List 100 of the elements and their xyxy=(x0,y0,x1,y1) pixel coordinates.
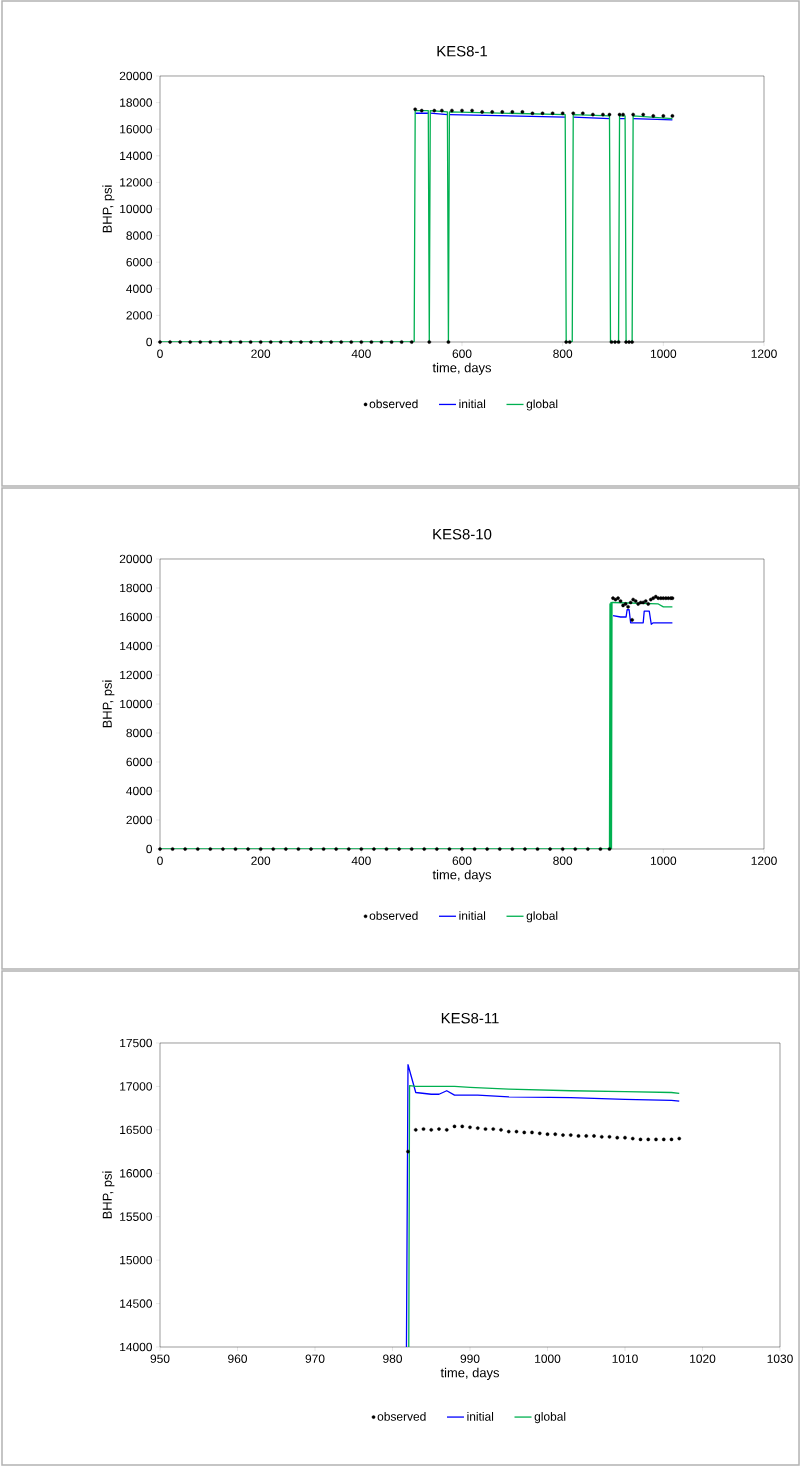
point xyxy=(568,1133,573,1137)
point xyxy=(623,1135,627,1140)
point xyxy=(468,1125,472,1130)
legend-label: initial xyxy=(467,1411,494,1421)
point xyxy=(406,1149,410,1154)
point xyxy=(499,1128,503,1132)
y-tick-label: 10000 xyxy=(120,699,153,709)
point xyxy=(421,1127,426,1131)
point xyxy=(661,1137,666,1142)
point xyxy=(615,1135,620,1140)
legend-label: observed xyxy=(377,1411,426,1421)
x-tick-label: 970 xyxy=(305,1354,325,1363)
legend-label: initial xyxy=(459,399,486,409)
y-tick-label: 18000 xyxy=(120,98,153,107)
x-tick-label: 990 xyxy=(460,1354,480,1363)
point xyxy=(561,1133,565,1137)
x-tick-label: 0 xyxy=(157,349,163,358)
x-tick-label: 200 xyxy=(251,349,271,358)
legend-label: initial xyxy=(459,911,486,920)
y-tick-label: 18000 xyxy=(120,583,153,593)
y-tick-label: 2000 xyxy=(126,311,153,320)
x-tick-label: 800 xyxy=(553,349,573,358)
point xyxy=(584,1134,589,1138)
x-tick-label: 0 xyxy=(157,856,163,865)
y-tick-label: 10000 xyxy=(120,204,153,214)
point xyxy=(654,1137,658,1142)
x-tick-label: 950 xyxy=(150,1354,170,1363)
point xyxy=(607,1135,612,1139)
x-tick-label: 800 xyxy=(553,856,573,865)
point xyxy=(576,1134,581,1138)
y-tick-label: 12000 xyxy=(120,670,153,680)
x-tick-label: 1020 xyxy=(690,1354,716,1363)
y-tick-label: 14500 xyxy=(120,1299,153,1308)
y-tick-label: 4000 xyxy=(126,786,153,796)
point xyxy=(677,1136,682,1141)
y-tick-label: 16000 xyxy=(120,1169,153,1178)
point xyxy=(413,1128,418,1132)
point xyxy=(669,1137,674,1142)
y-tick-label: 2000 xyxy=(126,815,153,825)
y-axis-title: BHP, psi xyxy=(102,185,115,233)
y-tick-label: 17500 xyxy=(120,1038,153,1048)
point xyxy=(630,1136,635,1141)
x-axis-title: time, days xyxy=(432,362,492,375)
x-tick-label: 1030 xyxy=(767,1354,793,1363)
y-tick-label: 6000 xyxy=(126,757,153,767)
point xyxy=(514,1129,519,1134)
x-tick-label: 600 xyxy=(452,856,472,865)
point xyxy=(592,1134,596,1138)
y-axis-title: BHP, psi xyxy=(102,680,115,728)
y-tick-label: 20000 xyxy=(119,554,153,564)
x-tick-label: 1010 xyxy=(612,1354,638,1363)
y-tick-label: 12000 xyxy=(120,178,153,187)
x-tick-label: 960 xyxy=(228,1354,248,1363)
y-tick-label: 16500 xyxy=(120,1125,153,1135)
x-tick-label: 1000 xyxy=(650,349,677,358)
x-tick-label: 200 xyxy=(251,856,271,865)
chart-title: KES8-11 xyxy=(441,1012,499,1024)
y-tick-label: 6000 xyxy=(126,257,153,267)
point xyxy=(638,1137,643,1142)
point xyxy=(429,1128,434,1132)
chart-title: KES8-10 xyxy=(433,528,492,540)
point xyxy=(460,1124,465,1129)
y-tick-label: 0 xyxy=(146,337,153,347)
legend-label: global xyxy=(526,911,558,923)
y-tick-label: 17000 xyxy=(120,1082,153,1091)
point xyxy=(483,1127,488,1131)
x-tick-label: 1000 xyxy=(650,856,677,865)
point xyxy=(491,1127,496,1131)
y-tick-label: 14000 xyxy=(120,151,153,161)
point xyxy=(553,1132,558,1136)
point xyxy=(545,1132,550,1136)
point xyxy=(599,1135,604,1139)
point xyxy=(522,1130,527,1135)
y-tick-label: 15000 xyxy=(120,1255,153,1265)
x-tick-label: 1200 xyxy=(751,856,777,865)
legend-label: observed xyxy=(369,911,418,920)
x-tick-label: 600 xyxy=(452,349,472,358)
legend-label: global xyxy=(526,399,558,411)
point xyxy=(506,1129,511,1134)
y-tick-label: 15500 xyxy=(120,1212,153,1221)
y-tick-label: 20000 xyxy=(119,71,153,81)
point xyxy=(530,1130,534,1135)
point xyxy=(537,1131,542,1136)
y-tick-label: 8000 xyxy=(126,728,153,738)
x-tick-label: 1000 xyxy=(535,1354,561,1363)
point xyxy=(437,1127,441,1131)
point xyxy=(452,1124,457,1129)
x-axis-title: time, days xyxy=(440,1367,500,1380)
x-tick-label: 1200 xyxy=(751,349,777,358)
x-tick-label: 400 xyxy=(351,856,371,865)
y-tick-label: 16000 xyxy=(120,124,153,134)
point xyxy=(475,1126,480,1130)
legend-label: observed xyxy=(369,399,418,409)
x-axis-title: time, days xyxy=(432,869,492,882)
y-tick-label: 16000 xyxy=(120,612,153,622)
x-tick-label: 400 xyxy=(351,349,371,358)
point xyxy=(444,1128,449,1132)
y-tick-label: 14000 xyxy=(120,1342,153,1352)
x-tick-label: 980 xyxy=(383,1354,403,1363)
y-tick-label: 4000 xyxy=(126,284,153,294)
